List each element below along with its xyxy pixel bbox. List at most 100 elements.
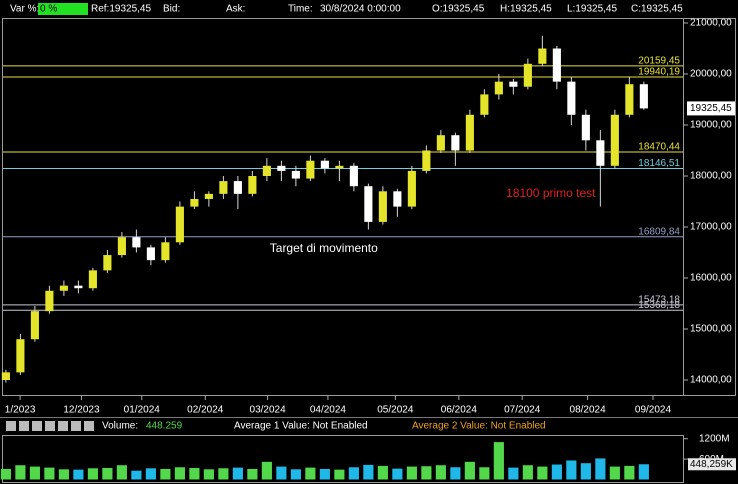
volume-bar (551, 464, 562, 480)
candle-body (161, 242, 170, 261)
var-label: Var %: (10, 4, 39, 15)
button[interactable] (6, 421, 16, 431)
x-tick-label: 04/2024 (310, 405, 347, 416)
candle-body (175, 206, 184, 243)
x-tick-label: 02/2024 (187, 405, 224, 416)
candle-body (248, 176, 257, 194)
volume-bar (435, 465, 446, 480)
candle-body (320, 160, 329, 169)
candle-body (117, 237, 126, 256)
candle-body (567, 81, 576, 115)
button[interactable] (84, 421, 94, 431)
x-tick-label: 09/2024 (635, 405, 672, 416)
candle-body (45, 290, 54, 312)
candle-body (219, 181, 228, 194)
level-label: 15473,18 (638, 295, 680, 306)
y-tick-label: 21000,00 (690, 18, 732, 29)
volume-tick-label: 1200M (699, 433, 730, 444)
volume-bar (44, 467, 55, 480)
volume-label: Volume: (102, 421, 138, 432)
candle-body (291, 170, 300, 179)
volume-bar (73, 469, 84, 480)
candle-body (625, 84, 634, 115)
volume-bar (305, 467, 316, 480)
volume-bar (276, 466, 287, 480)
candle-body (436, 135, 445, 151)
volume-bar (580, 463, 591, 480)
level-label: 18470,44 (638, 142, 680, 153)
volume-last-box (688, 458, 736, 471)
volume-bar (160, 468, 171, 480)
candle-body (59, 285, 68, 291)
candle-body (552, 48, 561, 82)
volume-value: 448.259 (146, 421, 183, 432)
candle-body (422, 150, 431, 171)
volume-bar (537, 466, 548, 480)
candle-body (30, 311, 39, 340)
candle-body (16, 339, 25, 373)
button[interactable] (32, 421, 42, 431)
candle-body (306, 160, 315, 179)
volume-bar (522, 465, 533, 480)
candle-body (262, 165, 271, 177)
average-1: Average 1 Value: Not Enabled (234, 421, 368, 432)
volume-bar (406, 466, 417, 480)
candle-body (451, 135, 460, 151)
candle-body (596, 140, 605, 166)
candle-body (581, 114, 590, 141)
time-label: Time: (288, 4, 313, 15)
candle-body (378, 191, 387, 222)
button[interactable] (71, 421, 81, 431)
volume-bar (218, 468, 229, 480)
volume-bar (464, 461, 475, 480)
x-tick-label: 06/2024 (441, 405, 478, 416)
volume-bar (116, 465, 127, 480)
volume-bar (479, 467, 490, 480)
bid: Bid: (163, 4, 180, 15)
candle-body (494, 81, 503, 95)
y-tick-label: 19000,00 (690, 120, 732, 131)
volume-bar (203, 469, 214, 480)
y-tick-label: 14000,00 (690, 375, 732, 386)
average-2: Average 2 Value: Not Enabled (412, 421, 546, 432)
x-tick-label: 03/2024 (250, 405, 287, 416)
candle-body (610, 114, 619, 166)
candle-body (233, 181, 242, 194)
y-tick-label: 17000,00 (690, 222, 732, 233)
level-label: 18146,51 (638, 158, 680, 169)
candle-body (523, 63, 532, 87)
volume-bar (566, 460, 577, 480)
annotation: 18100 primo test (506, 186, 596, 200)
last-price-label: 19325,45 (690, 103, 732, 114)
y-tick-label: 20000,00 (690, 69, 732, 80)
volume-bar (290, 469, 301, 480)
volume-bar (145, 468, 156, 480)
candle-body (277, 165, 286, 171)
button[interactable] (19, 421, 29, 431)
candle-body (204, 193, 213, 199)
x-tick-label: 1/2023 (5, 405, 36, 416)
candle-body (393, 191, 402, 207)
candle-body (1, 372, 10, 381)
candle-body (364, 186, 373, 222)
candle-body (132, 237, 141, 248)
volume-bar (0, 468, 11, 480)
close: C:19325,45 (631, 4, 683, 15)
candle-body (465, 114, 474, 151)
volume-bar (595, 458, 606, 480)
level-label: 15368,18 (638, 300, 680, 311)
ref: Ref:19325,45 (91, 4, 151, 15)
volume-bar (174, 467, 185, 480)
button[interactable] (58, 421, 68, 431)
annotation: Target di movimento (270, 241, 378, 255)
button[interactable] (45, 421, 55, 431)
volume-bar (609, 466, 620, 480)
low: L:19325,45 (567, 4, 617, 15)
x-tick-label: 05/2024 (377, 405, 414, 416)
candle-body (103, 255, 112, 271)
volume-bar (508, 467, 519, 480)
high: H:19325,45 (500, 4, 552, 15)
volume-bar (348, 467, 359, 480)
volume-bar (29, 466, 40, 480)
